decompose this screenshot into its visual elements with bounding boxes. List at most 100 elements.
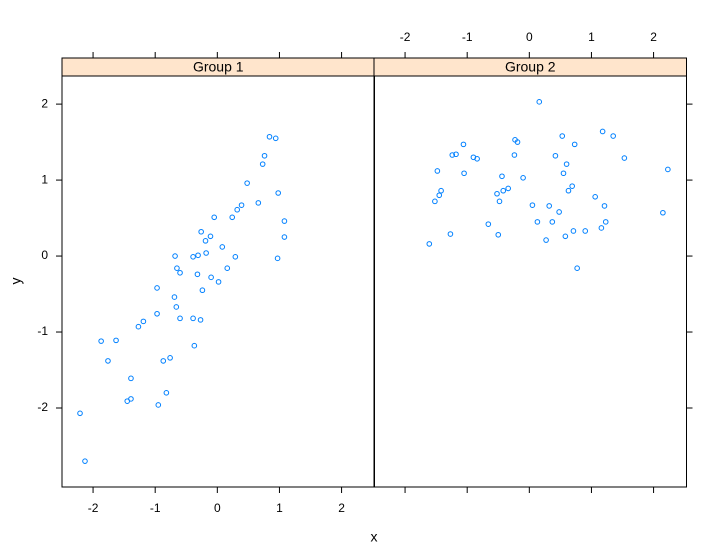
- point: [505, 185, 511, 192]
- x-tick-label: -1: [150, 501, 161, 515]
- point: [453, 151, 459, 158]
- point: [500, 187, 507, 194]
- point: [602, 219, 609, 225]
- point: [238, 202, 245, 208]
- y-axis-title: y: [8, 278, 24, 285]
- point: [552, 152, 559, 159]
- point: [563, 161, 570, 167]
- point: [565, 187, 572, 194]
- point: [135, 323, 142, 330]
- point: [172, 253, 178, 259]
- panel-frame: [373, 75, 687, 488]
- point: [460, 141, 467, 148]
- point: [105, 358, 111, 364]
- x-tick-label-top: 2: [650, 30, 657, 44]
- point: [177, 315, 183, 322]
- x-tick-label: 0: [214, 501, 221, 515]
- point: [534, 219, 541, 225]
- point: [496, 198, 503, 205]
- point: [197, 317, 204, 323]
- point: [199, 287, 206, 294]
- point: [173, 304, 180, 310]
- point: [274, 255, 281, 262]
- x-axis-title: x: [371, 529, 378, 545]
- point: [163, 389, 170, 396]
- point: [155, 402, 162, 408]
- point: [82, 458, 88, 464]
- point: [207, 233, 214, 240]
- point: [543, 237, 549, 243]
- x-tick-label-top: 0: [526, 30, 533, 44]
- point: [447, 231, 454, 237]
- point: [234, 206, 240, 213]
- x-tick-label-top: -1: [462, 30, 473, 44]
- point: [559, 133, 566, 139]
- point: [167, 355, 173, 361]
- y-tick-label: 2: [41, 96, 48, 110]
- panel-frame: [61, 75, 375, 488]
- y-tick-label: 0: [41, 248, 48, 262]
- point: [261, 152, 268, 159]
- point: [128, 396, 134, 402]
- point: [599, 128, 606, 135]
- point: [514, 139, 521, 145]
- point: [177, 269, 183, 276]
- point: [582, 228, 589, 234]
- y-tick-label: 1: [41, 172, 48, 186]
- point: [259, 161, 266, 167]
- point: [549, 219, 556, 225]
- point: [570, 228, 577, 234]
- point: [621, 155, 628, 161]
- point: [194, 271, 201, 278]
- point: [190, 254, 196, 260]
- point: [272, 135, 279, 142]
- y-tick-label: -2: [37, 400, 48, 414]
- point: [511, 152, 518, 158]
- point: [592, 193, 598, 200]
- point: [215, 279, 222, 285]
- point: [98, 338, 104, 344]
- point: [77, 410, 83, 417]
- point: [529, 202, 536, 208]
- point: [426, 241, 433, 247]
- point: [191, 342, 198, 349]
- point: [574, 265, 580, 272]
- point: [432, 198, 438, 205]
- point: [610, 133, 616, 139]
- point: [546, 203, 552, 209]
- point: [665, 166, 671, 173]
- point: [198, 228, 204, 235]
- x-tick-label: -2: [88, 501, 99, 515]
- point: [562, 233, 569, 240]
- point: [601, 203, 608, 209]
- point: [174, 265, 180, 272]
- point: [556, 209, 562, 215]
- point: [438, 187, 444, 194]
- point: [436, 192, 443, 199]
- point: [219, 244, 226, 250]
- point: [128, 375, 134, 382]
- point: [195, 252, 201, 259]
- point: [434, 168, 441, 174]
- point: [202, 238, 209, 244]
- point: [536, 99, 543, 105]
- point: [244, 180, 250, 186]
- point: [211, 214, 218, 221]
- point: [495, 231, 502, 238]
- point: [660, 209, 666, 216]
- point: [461, 170, 467, 177]
- point: [140, 318, 147, 325]
- point: [229, 214, 236, 221]
- point: [160, 358, 167, 364]
- x-tick-label: 2: [338, 501, 345, 515]
- point: [485, 221, 492, 227]
- point: [494, 190, 500, 197]
- point: [154, 310, 160, 317]
- point: [449, 152, 456, 158]
- point: [520, 175, 526, 181]
- point: [474, 156, 480, 162]
- point: [560, 170, 567, 177]
- point: [154, 285, 160, 291]
